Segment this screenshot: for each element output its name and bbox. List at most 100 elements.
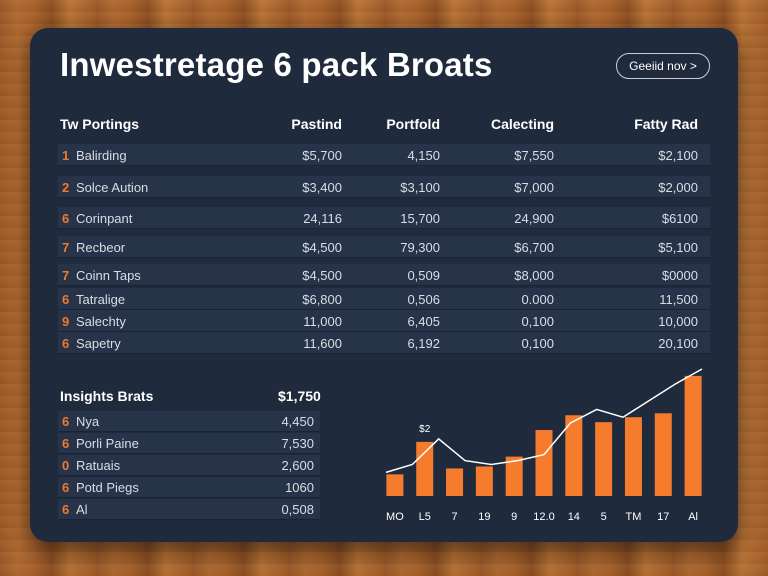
row-fatty-rad: $5,100 <box>658 240 698 255</box>
x-tick-label: TM <box>626 511 642 523</box>
chart-bar <box>654 413 672 496</box>
column-header-fatty-rad: Fatty Rad <box>634 116 698 132</box>
table-row[interactable]: 2 Solce Aution $3,400 $3,100 $7,000 $2,000 <box>58 176 710 198</box>
bar-line-chart: MO L5 7 19 9 12.0 14 5 TM 17 Al $2 <box>385 368 703 523</box>
row-name: Recbeor <box>76 240 126 255</box>
row-number: 7 <box>62 268 70 283</box>
row-name: Tatralige <box>76 292 126 307</box>
row-fatty-rad: 11,500 <box>659 292 698 307</box>
table-row[interactable]: 7 Coinn Taps $4,500 0,509 $8,000 $0000 <box>58 264 710 286</box>
row-calecting: 0,100 <box>521 314 554 329</box>
insight-row[interactable]: 6 Porli Paine 7,530 <box>58 433 320 454</box>
chart-bar <box>416 441 434 496</box>
page-title: Inwestretage 6 pack Broats <box>60 46 493 83</box>
insight-number: 6 <box>62 502 70 517</box>
row-calecting: $8,000 <box>514 268 554 283</box>
chart-bar <box>565 415 583 496</box>
row-number: 6 <box>62 292 70 307</box>
row-name: Salechty <box>76 314 126 329</box>
x-tick-label: 19 <box>478 511 490 523</box>
insight-row[interactable]: 6 Nya 4,450 <box>58 411 320 432</box>
x-tick-label: 12.0 <box>533 511 554 523</box>
insight-number: 0 <box>62 458 70 473</box>
row-portfold: 0,506 <box>407 292 440 307</box>
column-header-pastind: Pastind <box>291 116 342 132</box>
row-portfold: $3,100 <box>400 180 440 195</box>
row-fatty-rad: $6100 <box>661 211 698 226</box>
row-pastind: $3,400 <box>302 180 342 195</box>
row-name: Corinpant <box>76 211 133 226</box>
chart-annotation: $2 <box>419 424 431 435</box>
insight-value: 7,530 <box>281 436 314 451</box>
insight-value: 2,600 <box>281 458 314 473</box>
chart-bar <box>624 417 642 496</box>
row-number: 6 <box>62 336 70 351</box>
row-calecting: 0,100 <box>521 336 554 351</box>
row-fatty-rad: $2,100 <box>658 148 698 163</box>
row-calecting: $7,000 <box>514 180 554 195</box>
chart-bar <box>684 375 702 496</box>
x-tick-label: 5 <box>601 511 607 523</box>
table-row[interactable]: 1 Balirding $5,700 4,150 $7,550 $2,100 <box>58 144 710 166</box>
insight-name: Porli Paine <box>76 436 139 451</box>
dashboard-card: Inwestretage 6 pack Broats Geeiid nov > … <box>30 28 738 542</box>
chart-bar <box>475 466 493 496</box>
chart-bar <box>505 456 523 496</box>
row-number: 9 <box>62 314 70 329</box>
insight-value: 0,508 <box>281 502 314 517</box>
row-calecting: $7,550 <box>514 148 554 163</box>
insight-number: 6 <box>62 414 70 429</box>
insight-number: 6 <box>62 436 70 451</box>
insight-value: 1060 <box>285 480 314 495</box>
row-pastind: 11,000 <box>303 314 342 329</box>
row-pastind: 24,116 <box>303 211 342 226</box>
insight-row[interactable]: 6 Al 0,508 <box>58 499 320 520</box>
insight-name: Al <box>76 502 88 517</box>
row-number: 6 <box>62 211 70 226</box>
row-portfold: 79,300 <box>400 240 440 255</box>
insights-total: $1,750 <box>278 388 321 404</box>
row-fatty-rad: 20,100 <box>658 336 698 351</box>
table-row[interactable]: 7 Recbeor $4,500 79,300 $6,700 $5,100 <box>58 236 710 258</box>
row-name: Coinn Taps <box>76 268 141 283</box>
insight-value: 4,450 <box>281 414 314 429</box>
insight-name: Ratuais <box>76 458 121 473</box>
insight-number: 6 <box>62 480 70 495</box>
chart-bar <box>535 430 553 496</box>
x-tick-label: 9 <box>511 511 517 523</box>
row-fatty-rad: $2,000 <box>658 180 698 195</box>
table-row[interactable]: 6 Tatralige $6,800 0,506 0.000 11,500 <box>58 288 710 310</box>
row-pastind: $6,800 <box>302 292 342 307</box>
row-number: 1 <box>62 148 70 163</box>
table-row[interactable]: 6 Sapetry 11,600 6,192 0,100 20,100 <box>58 332 710 354</box>
row-calecting: $6,700 <box>514 240 554 255</box>
chart-bar <box>595 422 613 496</box>
trend-line <box>385 368 703 474</box>
x-tick-label: 14 <box>568 511 580 523</box>
row-name: Sapetry <box>76 336 121 351</box>
insight-row[interactable]: 6 Potd Piegs 1060 <box>58 477 320 498</box>
x-tick-label: 17 <box>657 511 669 523</box>
column-header-calecting: Calecting <box>490 116 554 132</box>
row-portfold: 6,405 <box>407 314 440 329</box>
chart-bar <box>446 468 464 496</box>
row-name: Balirding <box>76 148 127 163</box>
row-pastind: $4,500 <box>302 268 342 283</box>
table-header: Tw Portings Pastind Portfold Calecting F… <box>58 116 710 136</box>
row-fatty-rad: 10,000 <box>658 314 698 329</box>
get-now-button[interactable]: Geeiid nov > <box>616 53 710 79</box>
table-row[interactable]: 9 Salechty 11,000 6,405 0,100 10,000 <box>58 310 710 332</box>
chart-bar <box>386 474 404 496</box>
row-portfold: 0,509 <box>407 268 440 283</box>
insight-name: Potd Piegs <box>76 480 139 495</box>
row-portfold: 6,192 <box>407 336 440 351</box>
insights-title: Insights Brats <box>60 388 154 404</box>
row-number: 7 <box>62 240 70 255</box>
row-portfold: 4,150 <box>407 148 440 163</box>
x-tick-label: 7 <box>451 511 457 523</box>
x-tick-label: MO <box>386 511 404 523</box>
table-row[interactable]: 6 Corinpant 24,116 15,700 24,900 $6100 <box>58 207 710 229</box>
insight-row[interactable]: 0 Ratuais 2,600 <box>58 455 320 476</box>
row-portfold: 15,700 <box>400 211 440 226</box>
row-pastind: 11,600 <box>303 336 342 351</box>
